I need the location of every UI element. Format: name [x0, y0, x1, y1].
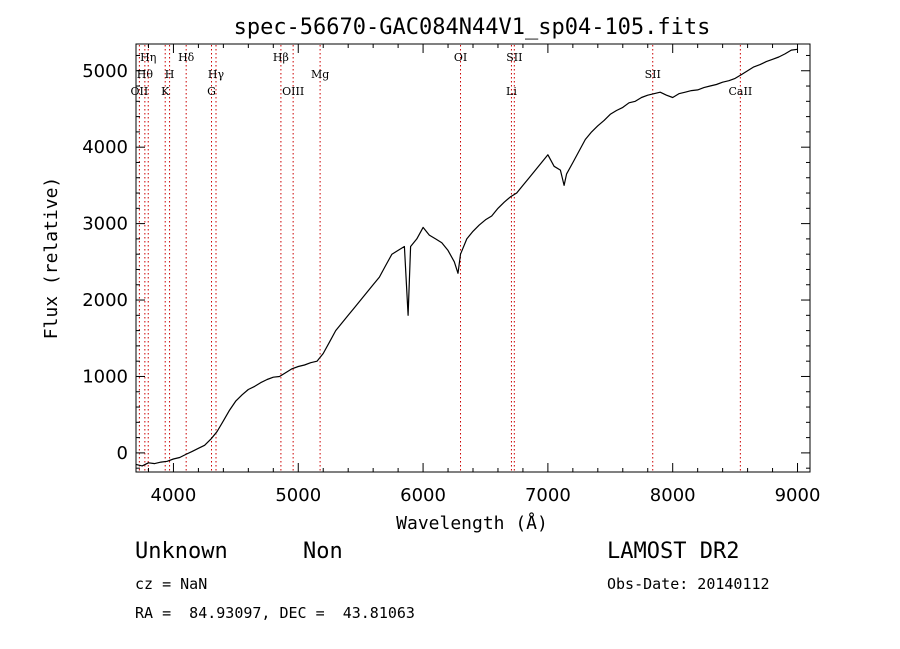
line-marker-label: CaII: [729, 85, 753, 98]
axis-layer: 4000 5000 6000 7000 8000 9000 0 1000 2000 3000 400…: [82, 44, 820, 506]
subclass-label: Non: [303, 539, 343, 564]
line-marker-label: Hθ: [137, 68, 154, 81]
line-marker-label: SII: [506, 51, 522, 64]
chart-title: spec-56670-GAC084N44V1_sp04-105.fits: [234, 15, 711, 40]
survey-label: LAMOST DR2: [607, 539, 740, 564]
x-tick-label: 8000: [650, 485, 696, 506]
class-label: Unknown: [135, 539, 228, 564]
line-marker-label: Hγ: [208, 68, 225, 81]
x-axis-label: Wavelength (Å): [396, 512, 548, 534]
y-tick-label: 0: [117, 443, 128, 464]
line-marker-label: OII: [131, 85, 149, 98]
line-marker-label: Hη: [140, 51, 156, 64]
obs-date-label: Obs-Date: 20140112: [607, 575, 770, 593]
x-tick-label: 4000: [151, 485, 197, 506]
x-tick-label: 7000: [525, 485, 571, 506]
line-marker-label: SII: [645, 68, 661, 81]
y-axis-label: Flux (relative): [41, 177, 62, 340]
x-tick-label: 5000: [275, 485, 321, 506]
cz-label: cz = NaN: [135, 575, 208, 593]
line-marker-label: K: [161, 85, 170, 98]
series-layer: [135, 48, 798, 467]
x-tick-label: 9000: [775, 485, 821, 506]
line-marker-label: Mg: [311, 68, 329, 81]
line-marker-label: Hδ: [178, 51, 195, 64]
x-tick-label: 6000: [400, 485, 446, 506]
line-marker-label: H: [165, 68, 175, 81]
y-tick-label: 4000: [82, 137, 128, 158]
y-tick-label: 2000: [82, 290, 128, 311]
line-marker-label: OIII: [282, 85, 304, 98]
y-tick-label: 5000: [82, 61, 128, 82]
plot-frame: [135, 43, 811, 473]
coords-label: RA = 84.93097, DEC = 43.81063: [135, 604, 415, 622]
spectrum-line: [135, 48, 798, 467]
line-marker-label: OI: [454, 51, 467, 64]
line-marker-label: Hβ: [273, 51, 289, 64]
y-tick-label: 1000: [82, 366, 128, 387]
line-marker-label: G: [207, 85, 216, 98]
y-tick-label: 3000: [82, 214, 128, 235]
line-marker-label: Li: [506, 85, 517, 98]
